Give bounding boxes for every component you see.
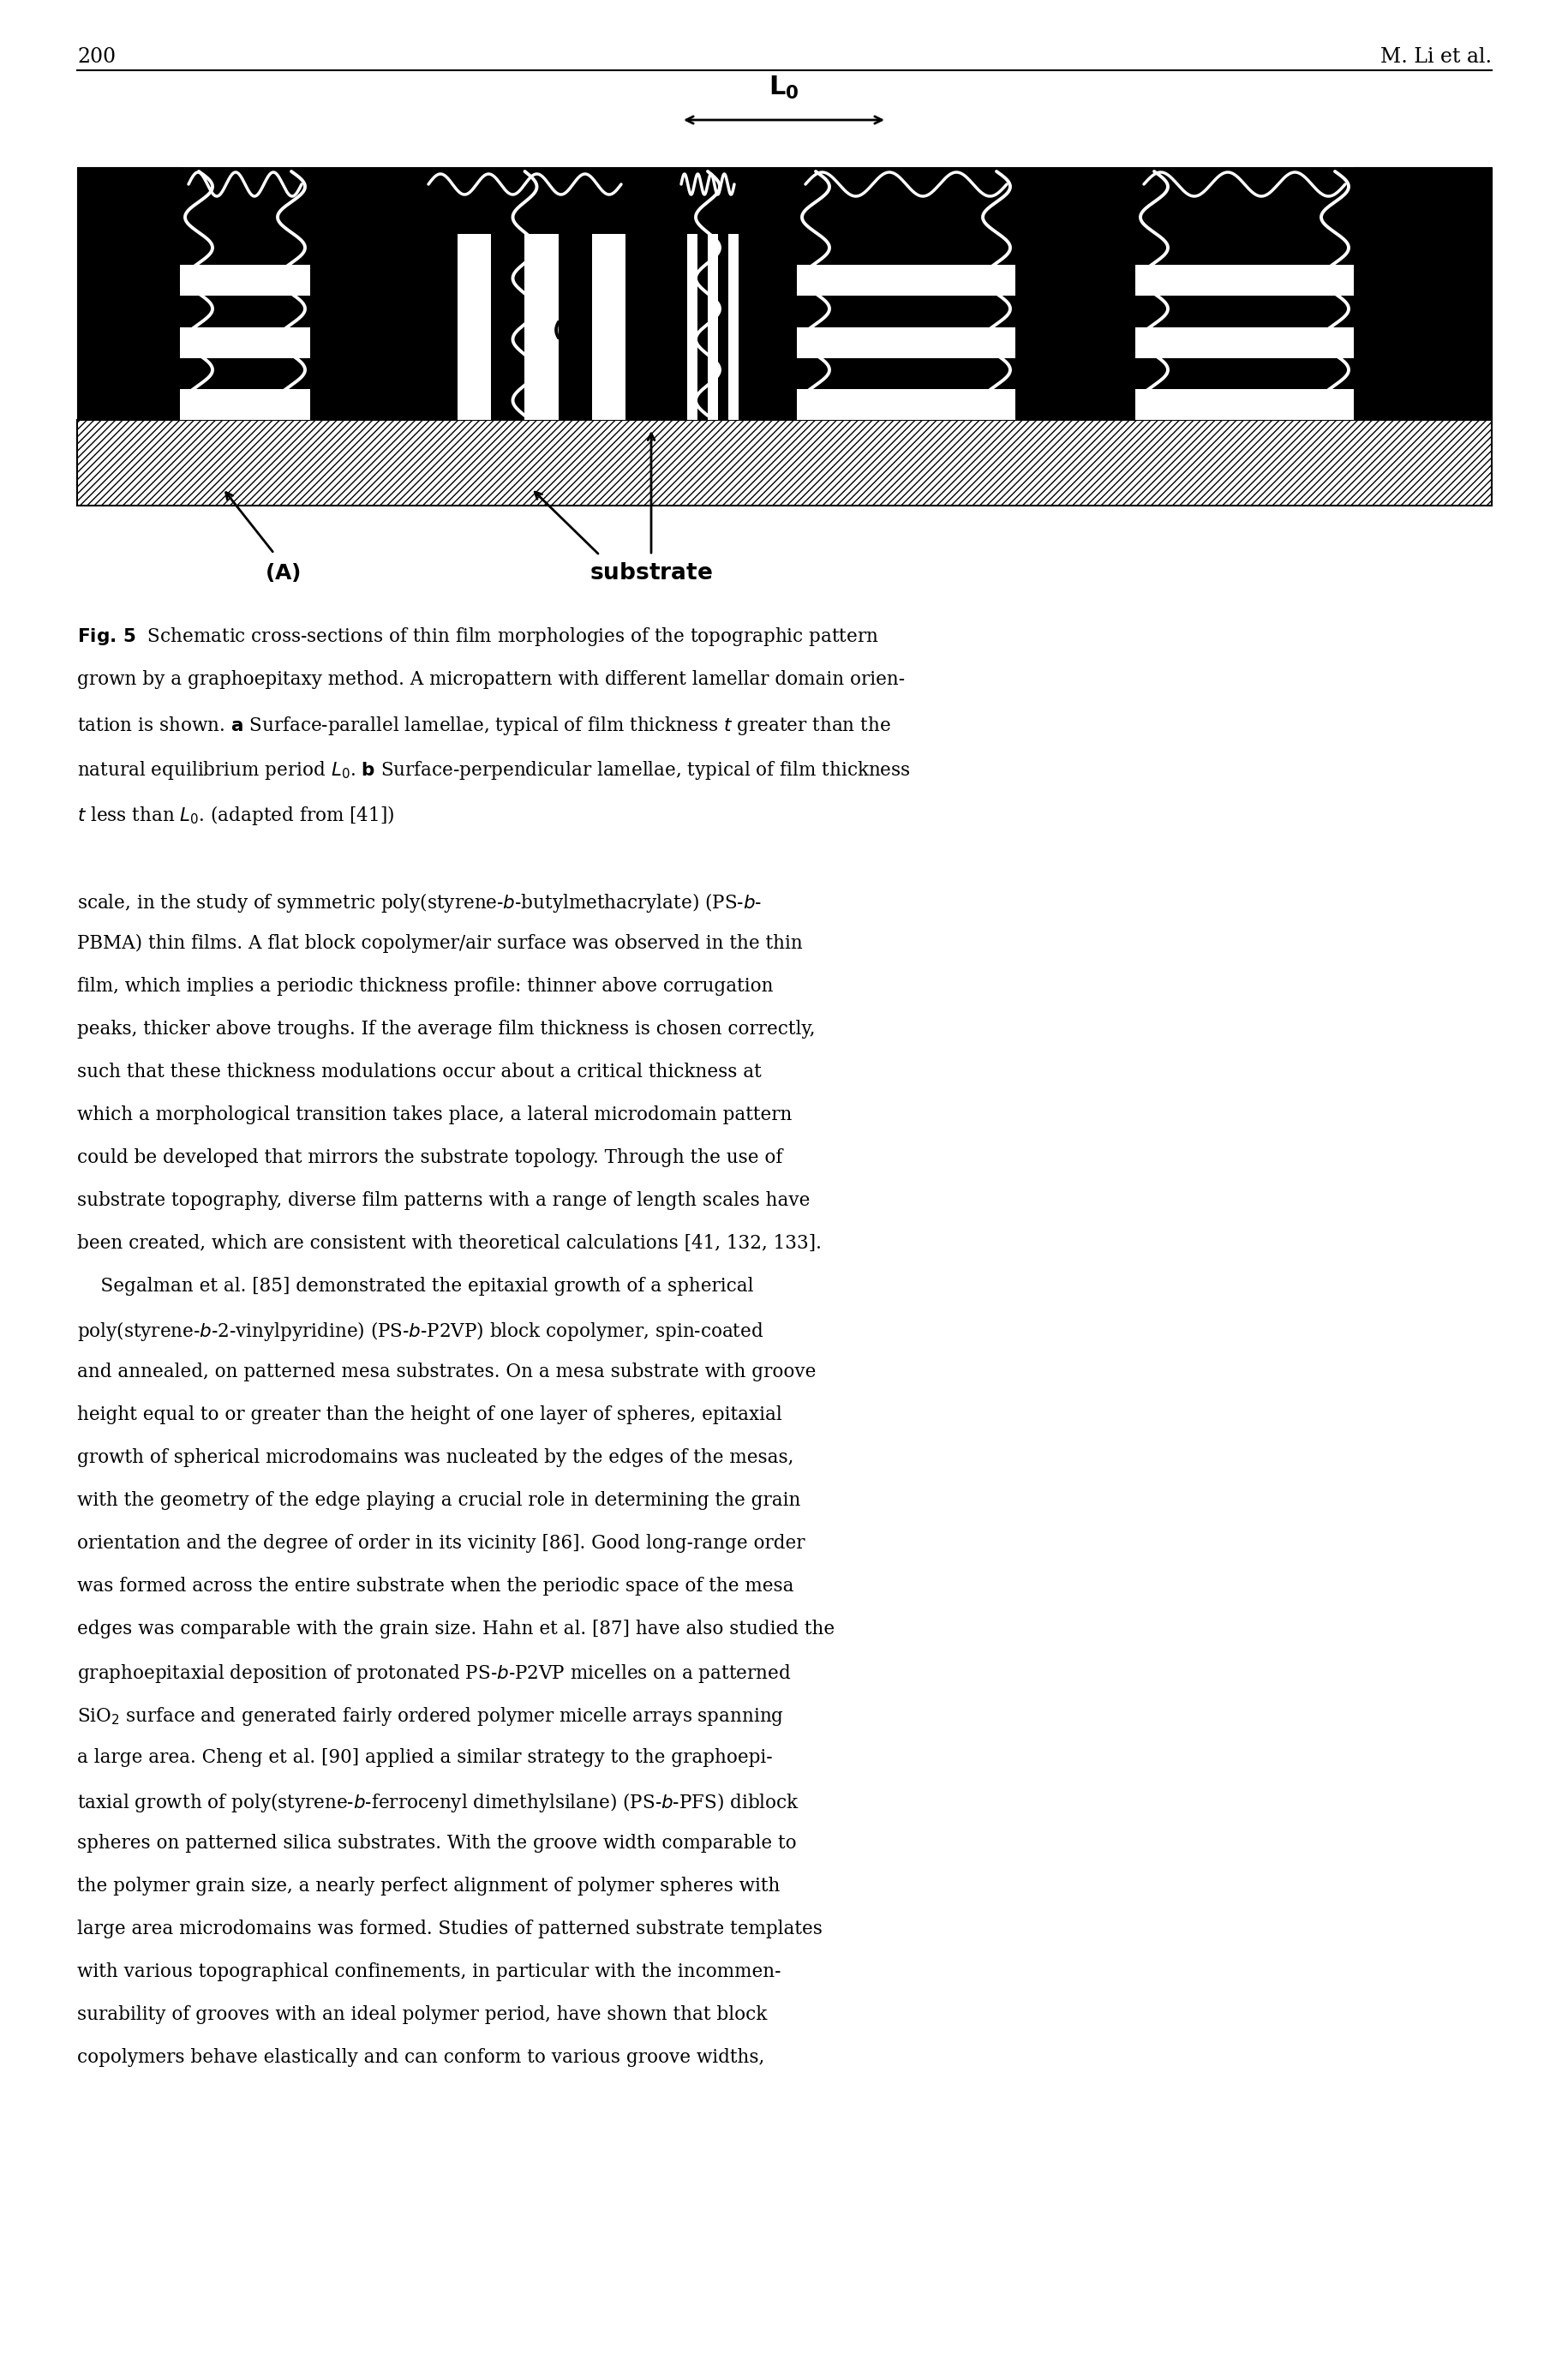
Text: edges was comparable with the grain size. Hahn et al. [87] have also studied the: edges was comparable with the grain size…: [77, 1619, 834, 1638]
Text: $\mathbf{Fig.\,5}$  Schematic cross-sections of thin film morphologies of the to: $\mathbf{Fig.\,5}$ Schematic cross-secti…: [77, 625, 878, 647]
Bar: [797, 233, 1014, 421]
Text: which a morphological transition takes place, a lateral microdomain pattern: which a morphological transition takes p…: [77, 1106, 792, 1125]
Text: $\mathbf{substrate}$: $\mathbf{substrate}$: [590, 561, 712, 583]
Text: natural equilibrium period $L_0$. $\mathbf{b}$ Surface-perpendicular lamellae, t: natural equilibrium period $L_0$. $\math…: [77, 759, 909, 782]
Text: growth of spherical microdomains was nucleated by the edges of the mesas,: growth of spherical microdomains was nuc…: [77, 1448, 793, 1467]
Text: 200: 200: [77, 48, 116, 67]
Text: and annealed, on patterned mesa substrates. On a mesa substrate with groove: and annealed, on patterned mesa substrat…: [77, 1363, 815, 1382]
Bar: [797, 295, 1014, 326]
Bar: [310, 166, 423, 421]
Text: a large area. Cheng et al. [90] applied a similar strategy to the graphoepi-: a large area. Cheng et al. [90] applied …: [77, 1748, 771, 1767]
Text: $\mathbf{L_0}$: $\mathbf{L_0}$: [347, 328, 372, 350]
Text: SiO$_2$ surface and generated fairly ordered polymer micelle arrays spanning: SiO$_2$ surface and generated fairly ord…: [77, 1705, 784, 1726]
Text: spheres on patterned silica substrates. With the groove width comparable to: spheres on patterned silica substrates. …: [77, 1833, 797, 1852]
Bar: [423, 233, 458, 421]
Bar: [423, 166, 626, 233]
Bar: [180, 233, 310, 421]
Text: taxial growth of poly(styrene-$b$-ferrocenyl dimethylsilane) (PS-$b$-PFS) dibloc: taxial growth of poly(styrene-$b$-ferroc…: [77, 1791, 800, 1814]
Text: peaks, thicker above troughs. If the average film thickness is chosen correctly,: peaks, thicker above troughs. If the ave…: [77, 1020, 815, 1039]
Text: orientation and the degree of order in its vicinity [86]. Good long-range order: orientation and the degree of order in i…: [77, 1534, 804, 1553]
Bar: [797, 166, 1014, 233]
Bar: [423, 233, 626, 421]
Text: $\mathbf{(B)}$: $\mathbf{(B)}$: [552, 319, 588, 340]
Text: surability of grooves with an ideal polymer period, have shown that block: surability of grooves with an ideal poly…: [77, 2005, 767, 2024]
Bar: [1135, 295, 1353, 326]
Text: poly(styrene-$b$-2-vinylpyridine) (PS-$b$-P2VP) block copolymer, spin-coated: poly(styrene-$b$-2-vinylpyridine) (PS-$b…: [77, 1320, 764, 1344]
Text: scale, in the study of symmetric poly(styrene-$b$-butylmethacrylate) (PS-$b$-: scale, in the study of symmetric poly(st…: [77, 892, 762, 916]
Bar: [180, 166, 310, 233]
Bar: [77, 166, 180, 421]
Text: was formed across the entire substrate when the periodic space of the mesa: was formed across the entire substrate w…: [77, 1577, 793, 1596]
Text: graphoepitaxial deposition of protonated PS-$b$-P2VP micelles on a patterned: graphoepitaxial deposition of protonated…: [77, 1662, 790, 1684]
Bar: [797, 359, 1014, 390]
Bar: [491, 233, 525, 421]
Text: PBMA) thin films. A flat block copolymer/air surface was observed in the thin: PBMA) thin films. A flat block copolymer…: [77, 935, 803, 954]
Bar: [1014, 166, 1135, 421]
Bar: [180, 359, 310, 390]
Bar: [77, 421, 1491, 507]
Text: substrate topography, diverse film patterns with a range of length scales have: substrate topography, diverse film patte…: [77, 1191, 809, 1210]
Bar: [739, 166, 797, 421]
Text: M. Li et al.: M. Li et al.: [1380, 48, 1491, 67]
Bar: [1135, 166, 1353, 233]
Text: copolymers behave elastically and can conform to various groove widths,: copolymers behave elastically and can co…: [77, 2047, 764, 2066]
Bar: [1353, 166, 1491, 421]
Text: Segalman et al. [85] demonstrated the epitaxial growth of a spherical: Segalman et al. [85] demonstrated the ep…: [77, 1277, 753, 1296]
Text: the polymer grain size, a nearly perfect alignment of polymer spheres with: the polymer grain size, a nearly perfect…: [77, 1876, 779, 1895]
Text: grown by a graphoepitaxy method. A micropattern with different lamellar domain o: grown by a graphoepitaxy method. A micro…: [77, 671, 905, 690]
Bar: [676, 233, 687, 421]
Bar: [698, 233, 707, 421]
Bar: [676, 166, 739, 233]
Bar: [797, 233, 1014, 264]
Bar: [180, 233, 310, 264]
Bar: [1353, 166, 1491, 421]
Text: $\mathbf{(A)}$: $\mathbf{(A)}$: [265, 561, 301, 583]
Text: height equal to or greater than the height of one layer of spheres, epitaxial: height equal to or greater than the heig…: [77, 1405, 781, 1424]
Text: been created, which are consistent with theoretical calculations [41, 132, 133].: been created, which are consistent with …: [77, 1234, 822, 1253]
Text: with various topographical confinements, in particular with the incommen-: with various topographical confinements,…: [77, 1962, 781, 1981]
Text: film, which implies a periodic thickness profile: thinner above corrugation: film, which implies a periodic thickness…: [77, 977, 773, 996]
Text: could be developed that mirrors the substrate topology. Through the use of: could be developed that mirrors the subs…: [77, 1149, 782, 1168]
Text: $t$ less than $L_0$. (adapted from [41]): $t$ less than $L_0$. (adapted from [41]): [77, 804, 394, 828]
Bar: [676, 233, 739, 421]
Bar: [1353, 166, 1491, 421]
Bar: [1135, 359, 1353, 390]
Text: tation is shown. $\mathbf{a}$ Surface-parallel lamellae, typical of film thickne: tation is shown. $\mathbf{a}$ Surface-pa…: [77, 716, 891, 737]
Bar: [77, 166, 180, 421]
Text: $\mathbf{L_0}$: $\mathbf{L_0}$: [768, 74, 798, 102]
Text: such that these thickness modulations occur about a critical thickness at: such that these thickness modulations oc…: [77, 1063, 760, 1082]
Text: with the geometry of the edge playing a crucial role in determining the grain: with the geometry of the edge playing a …: [77, 1491, 800, 1510]
Bar: [77, 166, 180, 421]
Bar: [1135, 233, 1353, 264]
Bar: [180, 295, 310, 326]
Bar: [626, 166, 676, 421]
Text: large area microdomains was formed. Studies of patterned substrate templates: large area microdomains was formed. Stud…: [77, 1919, 822, 1938]
Bar: [558, 233, 591, 421]
Bar: [1135, 233, 1353, 421]
Bar: [718, 233, 728, 421]
